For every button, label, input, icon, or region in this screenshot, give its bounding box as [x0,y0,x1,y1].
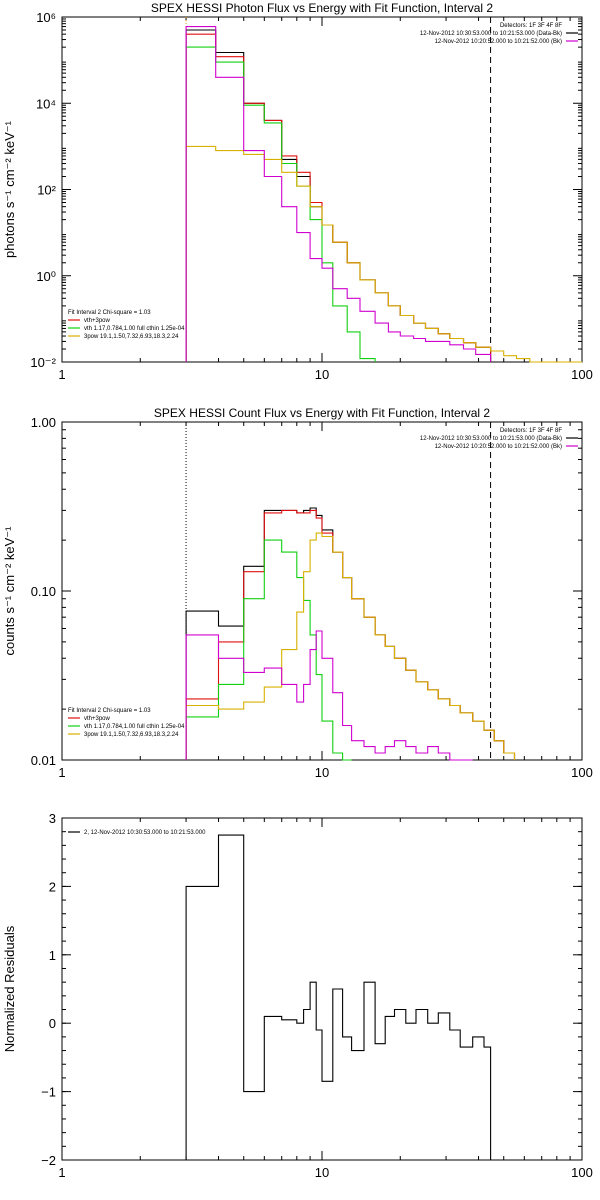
y-tick-label: 3 [49,811,56,826]
x-tick-label: 1 [58,765,65,780]
x-tick-label: 1 [58,1165,65,1180]
legend-text: 2, 12-Nov-2012 10:30:53.000 to 10:21:53.… [84,830,206,836]
legend-text: vth+3pow [84,318,111,324]
x-tick-label: 100 [571,765,593,780]
y-tick-label: 0 [49,1016,56,1031]
series-3pow [185,532,516,760]
y-tick-label: −2 [41,1153,56,1168]
y-tick-label: 10⁻² [30,355,56,370]
y-tick-label: 10⁴ [36,96,56,111]
series-vth-3pow [185,33,492,362]
series-residuals [185,834,492,1160]
legend-text: 12-Nov-2012 10:20:52.000 to 10:21:52.000… [435,444,562,450]
legend-top: Detectors: 1F 3F 4F 8F 12-Nov-2012 10:30:… [420,23,578,45]
legend-text: 12-Nov-2012 10:30:53.000 to 10:21:53.000… [420,31,562,37]
legend-bottom: Fit Interval 2 Chi-square = 1.03 vth+3pow… [68,310,185,340]
y-axis-label: counts s⁻¹ cm⁻² keV⁻¹ [2,526,17,656]
y-tick-label: 10² [37,183,56,198]
series-vth-3pow [185,509,516,760]
series-bk [185,26,492,362]
y-axis-label: photons s⁻¹ cm⁻² keV⁻¹ [2,120,17,258]
plot-frame [61,817,583,1161]
legend-text: vth 1.17,0.784,1.00 full cthin 1.25e-04 [84,326,185,332]
chart-panel-2: SPEX HESSI Count Flux vs Energy with Fit… [2,406,593,780]
series-3pow [185,145,582,363]
y-tick-label: 1 [49,948,56,963]
legend-top: Detectors: 1F 3F 4F 8F 12-Nov-2012 10:30:… [420,428,578,450]
legend-text: Fit Interval 2 Chi-square = 1.03 [68,708,151,714]
y-axis-label: Normalized Residuals [2,925,17,1052]
legend-text: 3pow 19.1,1.50,7.32,6.93,18.3,2.24 [84,334,179,340]
legend-top: 2, 12-Nov-2012 10:30:53.000 to 10:21:53.… [68,830,206,836]
x-tick-label: 10 [315,1165,329,1180]
y-tick-label: 1.00 [31,415,56,430]
x-tick-label: 100 [571,367,593,382]
y-tick-label: 2 [49,879,56,894]
chart-panel-1: SPEX HESSI Photon Flux vs Energy with Fi… [2,1,593,382]
series-vth [185,539,352,761]
legend-bottom: Fit Interval 2 Chi-square = 1.03 vth+3pow… [68,708,185,738]
y-tick-label: 0.01 [31,753,56,768]
x-tick-label: 100 [571,1165,593,1180]
legend-text: Detectors: 1F 3F 4F 8F [500,23,562,29]
series-data-bk [185,507,516,760]
legend-text: Fit Interval 2 Chi-square = 1.03 [68,310,151,316]
chart-title: SPEX HESSI Count Flux vs Energy with Fit… [154,406,490,420]
series-vth [185,46,376,362]
x-tick-label: 10 [315,765,329,780]
chart-panel-3: Normalized Residuals 1 10 100 −2 −1 0 1 2 3 2, 12-… [2,811,593,1180]
x-tick-label: 1 [58,367,65,382]
legend-text: vth+3pow [84,716,111,722]
y-tick-label: 10⁶ [36,10,56,25]
x-tick-label: 10 [315,367,329,382]
legend-text: 12-Nov-2012 10:30:53.000 to 10:21:53.000… [420,436,562,442]
chart-title: SPEX HESSI Photon Flux vs Energy with Fi… [151,1,493,15]
legend-text: Detectors: 1F 3F 4F 8F [500,428,562,434]
y-tick-label: −1 [41,1085,56,1100]
series-data-bk [185,29,492,362]
y-tick-label: 10⁰ [36,269,56,284]
y-tick-label: 0.10 [31,584,56,599]
legend-text: vth 1.17,0.784,1.00 full cthin 1.25e-04 [84,724,185,730]
legend-text: 3pow 19.1,1.50,7.32,6.93,18.3,2.24 [84,732,179,738]
series-bk [185,630,473,761]
legend-text: 12-Nov-2012 10:20:52.000 to 10:21:52.000… [435,39,562,45]
